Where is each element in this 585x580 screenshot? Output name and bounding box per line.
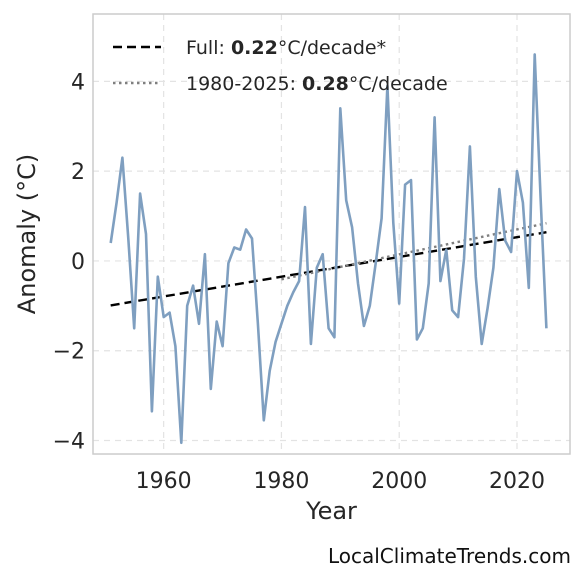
tick-labels: 1960 1980 2000 2020 −4 −2 0 2 4 bbox=[53, 70, 545, 494]
x-tick-label: 2020 bbox=[489, 469, 545, 494]
x-axis-label: Year bbox=[305, 497, 357, 525]
y-tick-label: −2 bbox=[53, 340, 85, 365]
watermark: LocalClimateTrends.com bbox=[327, 544, 571, 568]
x-tick-label: 1960 bbox=[136, 469, 192, 494]
series-line bbox=[109, 53, 548, 445]
y-tick-label: 4 bbox=[71, 70, 85, 95]
y-tick-label: 0 bbox=[71, 250, 85, 275]
grid bbox=[93, 14, 570, 454]
legend: Full: 0.22°C/decade* 1980-2025: 0.28°C/de… bbox=[113, 37, 448, 95]
legend-entry: 1980-2025: 0.28°C/decade bbox=[186, 73, 448, 95]
y-axis-label: Anomaly (°C) bbox=[13, 154, 41, 314]
plot-frame bbox=[92, 13, 571, 455]
x-tick-label: 2000 bbox=[371, 469, 427, 494]
legend-entry: Full: 0.22°C/decade* bbox=[186, 37, 386, 59]
x-tick-label: 1980 bbox=[253, 469, 309, 494]
trend-lines bbox=[110, 222, 547, 307]
series bbox=[109, 53, 548, 445]
y-tick-label: −4 bbox=[53, 430, 85, 455]
y-tick-label: 2 bbox=[71, 160, 85, 185]
